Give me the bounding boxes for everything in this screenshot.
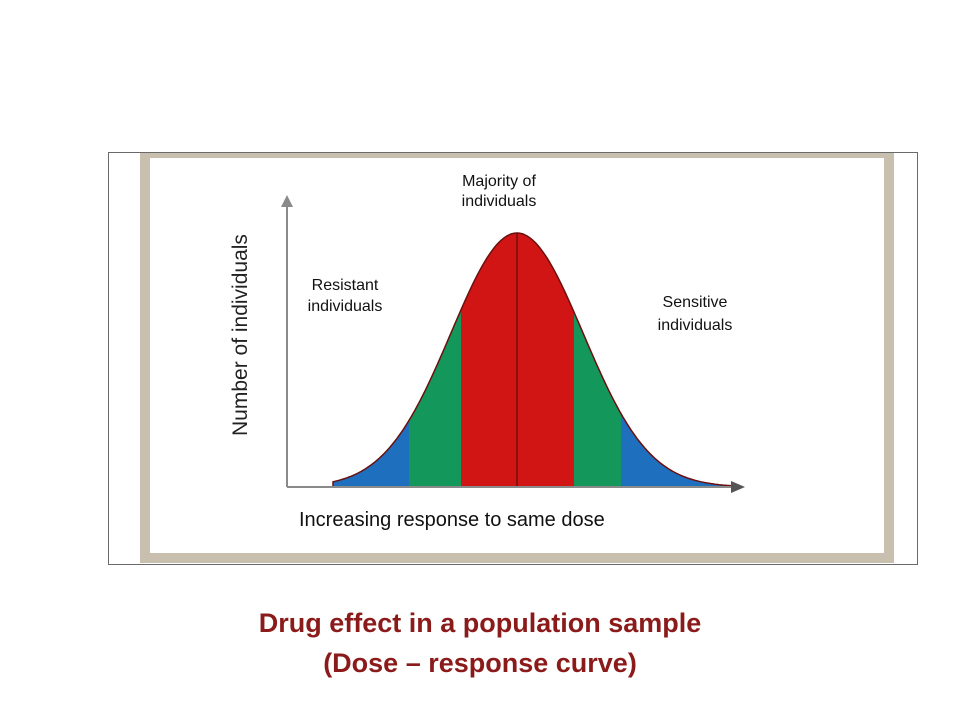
- paper-border: [140, 153, 894, 563]
- y-axis-label: Number of individuals: [229, 234, 252, 436]
- resistant-label-line2: individuals: [308, 298, 383, 315]
- majority-label-line1: Majority of: [462, 173, 536, 190]
- y-axis-arrowhead: [281, 195, 293, 207]
- x-axis-label: Increasing response to same dose: [299, 509, 605, 531]
- majority-label: Majority of individuals: [439, 165, 565, 215]
- majority-label-line2: individuals: [462, 193, 537, 210]
- sensitive-label: Sensitive individuals: [635, 283, 755, 343]
- sensitive-label-line1: Sensitive: [663, 294, 728, 311]
- x-axis-arrowhead: [731, 481, 745, 493]
- dose-response-diagram: Number of individuals Majority of indivi…: [140, 153, 894, 563]
- caption-subtitle: (Dose – response curve): [323, 648, 637, 678]
- sensitive-label-line2: individuals: [658, 317, 733, 334]
- bell-curve: [332, 232, 736, 488]
- caption-title: Drug effect in a population sample: [258, 608, 702, 638]
- diagram-frame: Number of individuals Majority of indivi…: [108, 152, 918, 565]
- resistant-label-line1: Resistant: [312, 277, 379, 294]
- resistant-label: Resistant individuals: [292, 268, 404, 324]
